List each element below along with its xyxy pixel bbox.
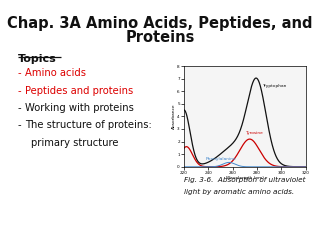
Text: Amino acids: Amino acids [25, 68, 86, 78]
Y-axis label: Absorbance: Absorbance [172, 104, 176, 129]
Text: primary structure: primary structure [31, 138, 119, 148]
Text: -: - [18, 86, 21, 96]
Text: Tyrosine: Tyrosine [245, 131, 263, 135]
Text: Working with proteins: Working with proteins [25, 103, 134, 113]
Text: -: - [18, 68, 21, 78]
Text: Topics: Topics [18, 54, 56, 64]
Text: light by aromatic amino acids.: light by aromatic amino acids. [184, 188, 294, 194]
Text: Fig. 3-6.  Absorption of ultraviolet: Fig. 3-6. Absorption of ultraviolet [184, 176, 306, 182]
Text: -: - [18, 103, 21, 113]
Text: Tryptophan: Tryptophan [262, 84, 286, 88]
Text: -: - [18, 120, 21, 130]
Text: Peptides and proteins: Peptides and proteins [25, 86, 133, 96]
Text: Phenylalanine: Phenylalanine [206, 157, 236, 161]
Text: Chap. 3A Amino Acids, Peptides, and: Chap. 3A Amino Acids, Peptides, and [7, 16, 313, 30]
Text: Proteins: Proteins [125, 30, 195, 45]
Text: The structure of proteins:: The structure of proteins: [25, 120, 152, 130]
X-axis label: Wavelength (nm): Wavelength (nm) [226, 176, 264, 180]
